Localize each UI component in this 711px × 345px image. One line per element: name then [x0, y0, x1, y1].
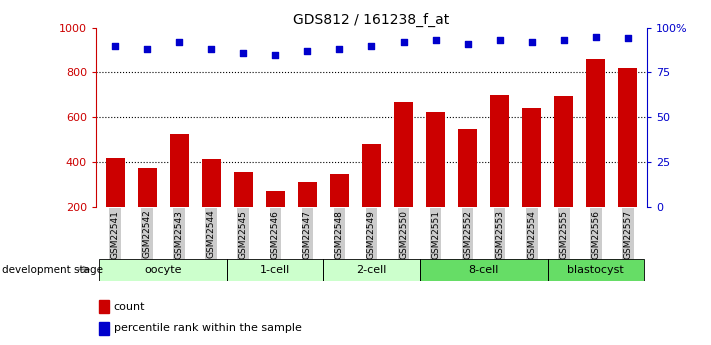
Text: GSM22543: GSM22543	[175, 210, 183, 258]
Point	[269, 52, 281, 57]
Point	[205, 46, 217, 52]
Bar	[202, 159, 221, 252]
Point	[301, 48, 313, 54]
Point	[558, 37, 570, 43]
Text: GSM22545: GSM22545	[239, 210, 248, 258]
Text: count: count	[114, 302, 145, 312]
Bar	[324, 259, 419, 281]
Bar	[458, 128, 477, 252]
Title: GDS812 / 161238_f_at: GDS812 / 161238_f_at	[294, 12, 449, 27]
Bar	[99, 322, 109, 335]
Text: GSM22546: GSM22546	[271, 210, 280, 258]
Bar	[394, 101, 413, 252]
Text: blastocyst: blastocyst	[567, 265, 624, 275]
Text: 2-cell: 2-cell	[356, 265, 387, 275]
Bar	[330, 175, 349, 252]
Text: 8-cell: 8-cell	[469, 265, 499, 275]
Text: GSM22552: GSM22552	[463, 210, 472, 258]
Text: GSM22557: GSM22557	[624, 210, 632, 259]
Point	[462, 41, 474, 47]
Text: GSM22541: GSM22541	[111, 210, 119, 258]
Point	[526, 39, 538, 45]
Bar	[426, 112, 445, 252]
Text: GSM22544: GSM22544	[207, 210, 216, 258]
Text: GSM22547: GSM22547	[303, 210, 312, 258]
Text: GSM22542: GSM22542	[143, 210, 151, 258]
Point	[430, 37, 442, 43]
Text: development stage: development stage	[2, 265, 103, 275]
Bar	[138, 168, 157, 252]
Point	[494, 37, 506, 43]
Bar	[228, 259, 324, 281]
Bar	[99, 300, 109, 313]
Bar	[547, 259, 643, 281]
Point	[141, 46, 153, 52]
Bar	[490, 95, 509, 252]
Bar	[106, 158, 125, 252]
Bar	[170, 134, 189, 252]
Text: GSM22555: GSM22555	[560, 210, 568, 259]
Point	[109, 43, 121, 48]
Text: GSM22549: GSM22549	[367, 210, 376, 258]
Bar	[100, 259, 228, 281]
Point	[622, 36, 634, 41]
Bar	[298, 182, 317, 252]
Bar	[266, 191, 285, 252]
Text: GSM22548: GSM22548	[335, 210, 344, 258]
Bar	[554, 96, 573, 252]
Bar	[522, 108, 541, 252]
Text: GSM22554: GSM22554	[527, 210, 536, 258]
Text: oocyte: oocyte	[144, 265, 182, 275]
Text: GSM22556: GSM22556	[592, 210, 600, 259]
Text: GSM22553: GSM22553	[495, 210, 504, 259]
Point	[237, 50, 249, 56]
Text: percentile rank within the sample: percentile rank within the sample	[114, 323, 301, 333]
Point	[333, 46, 345, 52]
Point	[173, 39, 185, 45]
Bar	[362, 144, 381, 252]
Text: GSM22551: GSM22551	[431, 210, 440, 259]
Bar	[586, 59, 605, 252]
Bar	[234, 172, 253, 252]
Bar	[419, 259, 547, 281]
Point	[590, 34, 602, 39]
Text: 1-cell: 1-cell	[260, 265, 291, 275]
Point	[365, 43, 377, 48]
Text: GSM22550: GSM22550	[399, 210, 408, 259]
Point	[398, 39, 410, 45]
Bar	[618, 68, 637, 252]
